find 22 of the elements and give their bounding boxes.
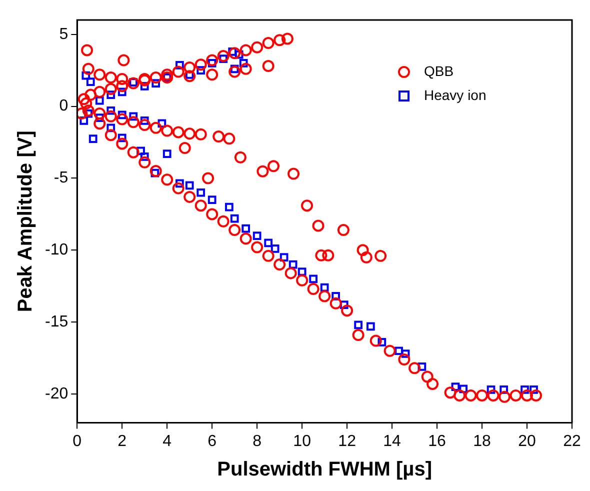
y-tick-label: 0 <box>59 98 68 115</box>
x-axis-title: Pulsewidth FWHM [µs] <box>217 458 432 481</box>
x-tick-label: 12 <box>338 432 356 450</box>
y-tick-label: -5 <box>54 170 68 187</box>
x-tick-label: 14 <box>383 432 402 450</box>
y-tick-label: -15 <box>45 314 68 331</box>
legend-label: QBB <box>424 62 454 79</box>
x-tick-label: 8 <box>252 432 262 450</box>
legend-label: Heavy ion <box>424 86 486 103</box>
x-tick-label: 22 <box>563 432 581 450</box>
y-tick-label: -20 <box>45 385 68 402</box>
y-tick-label: -10 <box>45 242 68 259</box>
y-axis-title: Peak Amplitude [V] <box>14 130 37 312</box>
x-tick-label: 4 <box>162 432 172 450</box>
y-tick-label: 5 <box>59 26 68 43</box>
x-tick-label: 16 <box>428 432 446 450</box>
x-tick-label: 18 <box>473 432 492 450</box>
x-tick-label: 10 <box>293 432 312 450</box>
x-tick-label: 2 <box>118 432 127 450</box>
x-tick-label: 20 <box>518 432 536 450</box>
x-tick-label: 6 <box>208 432 217 450</box>
x-tick-label: 0 <box>72 432 82 450</box>
